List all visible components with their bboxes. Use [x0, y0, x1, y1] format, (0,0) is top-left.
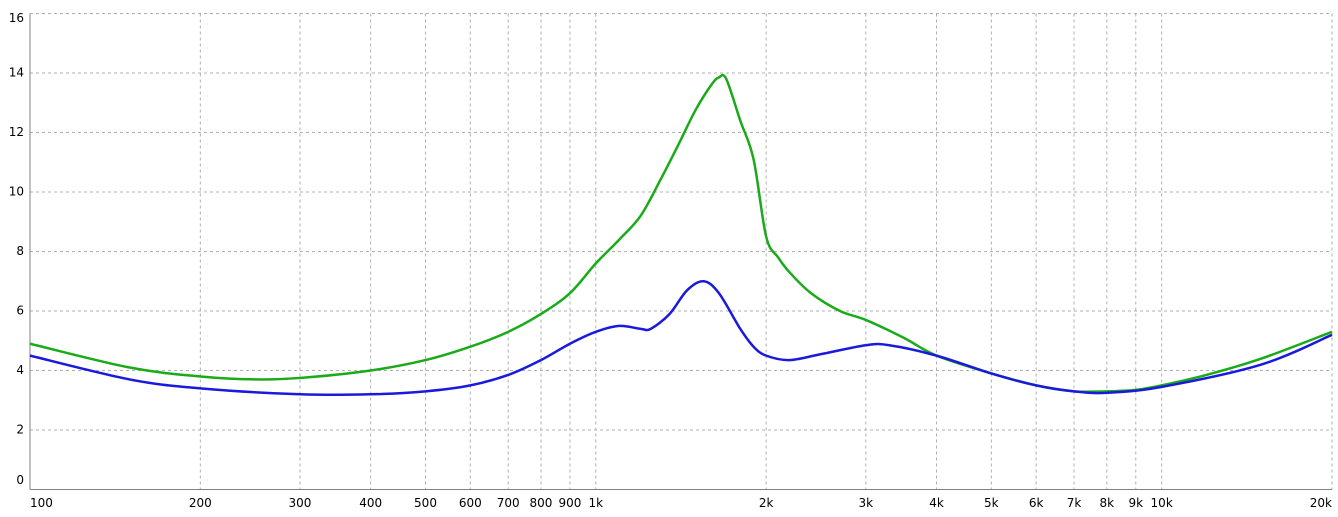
- y-tick-label: 14: [9, 66, 24, 80]
- x-tick-label: 2k: [759, 496, 774, 510]
- y-tick-label: 16: [9, 11, 24, 25]
- x-tick-label: 3k: [859, 496, 874, 510]
- x-tick-label: 7k: [1067, 496, 1082, 510]
- series-line: [29, 279, 1333, 397]
- x-tick-label: 400: [359, 496, 382, 510]
- x-tick-label: 10k: [1151, 496, 1173, 510]
- y-tick-label: 4: [16, 363, 24, 377]
- y-tick-label: 10: [9, 185, 24, 199]
- x-tick-label: 300: [289, 496, 312, 510]
- x-tick-label: 5k: [984, 496, 999, 510]
- x-tick-label: 8k: [1100, 496, 1115, 510]
- y-tick-label: 12: [9, 125, 24, 139]
- x-tick-label: 9k: [1128, 496, 1143, 510]
- x-tick-label: 200: [189, 496, 212, 510]
- y-tick-label: 8: [16, 244, 24, 258]
- x-tick-label: 500: [414, 496, 437, 510]
- x-tick-label: 20k: [1310, 496, 1332, 510]
- y-tick-label: 6: [16, 304, 24, 318]
- y-tick-label: 2: [16, 423, 24, 437]
- x-tick-label: 700: [497, 496, 520, 510]
- x-tick-label: 100: [30, 496, 53, 510]
- x-tick-label: 900: [558, 496, 581, 510]
- y-tick-label: 0: [16, 473, 24, 487]
- x-tick-label: 1k: [589, 496, 604, 510]
- x-tick-label: 800: [530, 496, 553, 510]
- x-tick-label: 600: [459, 496, 482, 510]
- x-tick-label: 6k: [1029, 496, 1044, 510]
- x-tick-label: 4k: [929, 496, 944, 510]
